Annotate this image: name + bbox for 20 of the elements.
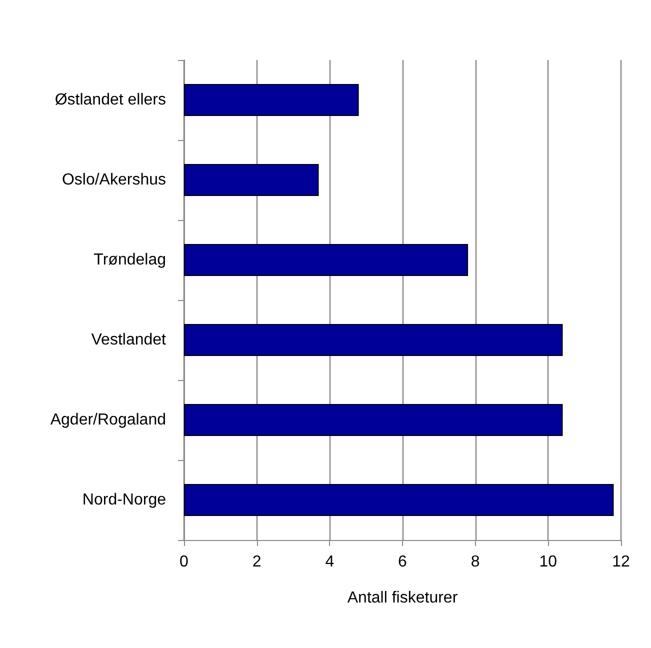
y-tick-label: Trøndelag <box>94 252 166 268</box>
x-tick-label: 12 <box>612 554 630 570</box>
bar <box>184 164 319 196</box>
y-tick-label: Vestlandet <box>91 332 167 348</box>
x-tick-label: 10 <box>539 554 558 570</box>
x-tick-label: 0 <box>180 554 189 570</box>
bar <box>184 484 614 516</box>
bar <box>184 244 468 276</box>
x-axis-title: Antall fisketurer <box>347 590 458 606</box>
y-tick-label: Agder/Rogaland <box>50 412 166 428</box>
x-tick-label: 8 <box>470 554 480 570</box>
bar <box>184 324 563 356</box>
y-tick-label: Oslo/Akershus <box>62 172 166 188</box>
y-tick-label: Nord-Norge <box>82 492 166 508</box>
x-tick-label: 4 <box>325 554 334 570</box>
bar <box>184 404 563 436</box>
x-tick-label: 2 <box>252 554 262 570</box>
x-tick-label: 6 <box>398 554 408 570</box>
bar <box>184 84 359 116</box>
y-tick-label: Østlandet ellers <box>54 92 166 108</box>
